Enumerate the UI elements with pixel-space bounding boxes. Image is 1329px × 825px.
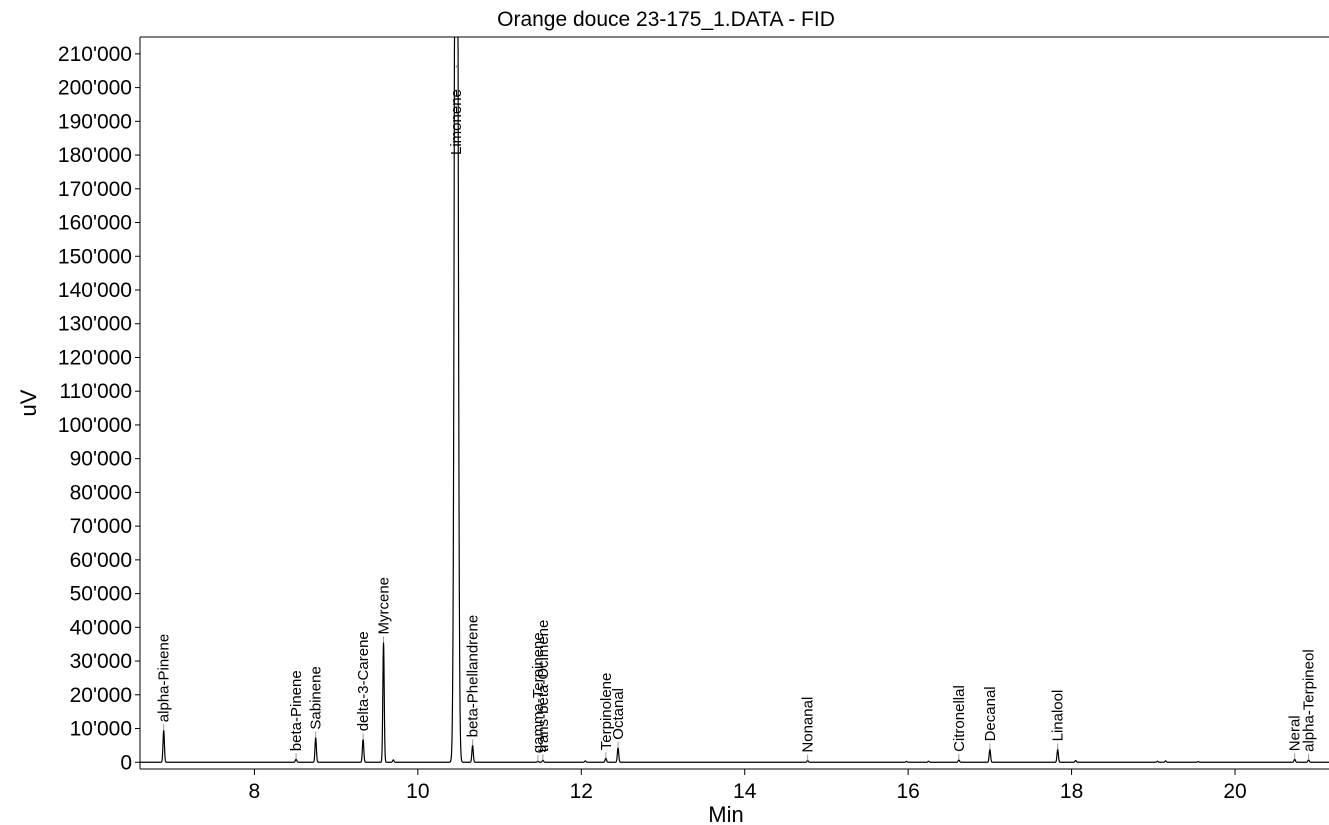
y-tick-label: 190'000 <box>58 110 132 133</box>
peak-label: Citronellal <box>951 685 968 752</box>
peak-label: Linalool <box>1050 690 1067 742</box>
y-tick-label: 130'000 <box>58 313 132 336</box>
y-tick-label: 80'000 <box>70 481 132 504</box>
y-axis-label: uV <box>16 389 41 416</box>
peak-label: Sabinene <box>308 666 325 729</box>
y-tick-label: 30'000 <box>70 650 132 673</box>
chart-title: Orange douce 23-175_1.DATA - FID <box>497 8 835 31</box>
y-tick-label: 20'000 <box>70 684 132 707</box>
y-tick-label: 110'000 <box>59 380 132 403</box>
y-tick-label: 10'000 <box>70 718 132 741</box>
peak-label: Decanal <box>982 686 999 741</box>
peak-label: beta-Pinene <box>288 670 305 751</box>
x-tick-label: 20 <box>1223 780 1246 803</box>
peak-label: Limonene <box>448 89 465 155</box>
peak-label: delta-3-Carene <box>355 631 372 731</box>
series-trace-line <box>140 37 1329 763</box>
y-tick-label: 50'000 <box>70 583 132 606</box>
peak-label: gamma-Terpinene <box>530 632 547 753</box>
y-tick-label: 140'000 <box>58 279 132 302</box>
peak-label: Nonanal <box>800 697 817 753</box>
peak-label: alpha-Terpineol <box>1301 649 1318 752</box>
peak-label: alpha-Pinene <box>156 634 173 722</box>
peak-label: Octanal <box>610 688 627 740</box>
x-tick-label: 8 <box>249 780 261 803</box>
y-tick-label: 70'000 <box>70 515 132 538</box>
y-tick-label: 150'000 <box>58 245 132 268</box>
peak-label: Myrcene <box>376 577 393 635</box>
y-tick-label: 180'000 <box>58 144 132 167</box>
y-tick-label: 100'000 <box>58 414 132 437</box>
x-tick-label: 18 <box>1060 780 1083 803</box>
x-tick-label: 14 <box>733 780 757 803</box>
x-tick-label: 16 <box>896 780 919 803</box>
peak-label: beta-Phellandrene <box>465 615 482 738</box>
x-tick-label: 10 <box>406 780 429 803</box>
y-tick-label: 0 <box>120 751 132 774</box>
plot-area: 0 10'000 20'000 30'000 40'000 50'000 60'000 70'… <box>58 36 1329 803</box>
y-tick-label: 60'000 <box>70 549 132 572</box>
y-tick-label: 200'000 <box>58 77 132 100</box>
y-tick-label: 210'000 <box>58 43 132 66</box>
y-tick-label: 170'000 <box>58 178 132 201</box>
y-tick-label: 120'000 <box>58 346 132 369</box>
y-tick-label: 90'000 <box>70 448 132 471</box>
peak-label: Terpinolene <box>598 673 615 751</box>
y-tick-label: 160'000 <box>58 212 132 235</box>
peak-label: Neral <box>1287 715 1304 751</box>
y-tick-label: 40'000 <box>70 616 132 639</box>
x-tick-label: 12 <box>570 780 593 803</box>
x-axis-label: Min <box>708 802 743 825</box>
peak-label: trans-beta-Ocimene <box>535 620 552 753</box>
